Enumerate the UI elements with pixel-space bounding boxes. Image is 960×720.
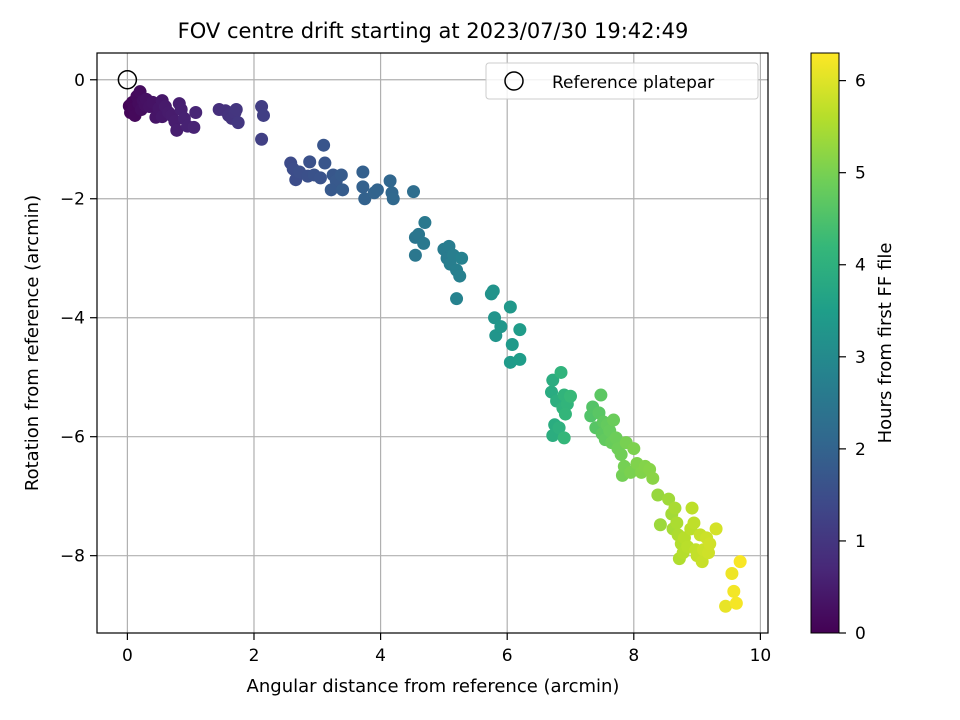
data-point	[668, 501, 682, 515]
data-point	[727, 584, 741, 598]
data-point	[231, 116, 245, 130]
data-point	[187, 120, 201, 134]
y-axis-label: Rotation from reference (arcmin)	[22, 195, 43, 491]
colorbar-tick-label: 6	[855, 72, 866, 92]
y-tick-label: −2	[60, 190, 85, 210]
legend-marker	[504, 71, 524, 91]
data-point	[408, 248, 422, 262]
y-tick-label: 0	[74, 71, 85, 91]
x-tick-label: 0	[122, 646, 133, 666]
plot-grid	[97, 53, 768, 633]
data-point	[646, 471, 660, 485]
data-point	[334, 168, 348, 182]
data-point	[255, 132, 269, 146]
data-point	[703, 537, 717, 551]
data-point	[453, 269, 467, 283]
x-axis-ticks: 0 2 4 6 8 10	[122, 633, 771, 666]
data-point	[685, 501, 699, 515]
x-axis-label: Angular distance from reference (arcmin)	[247, 676, 620, 697]
y-tick-label: −6	[60, 428, 85, 448]
data-point	[609, 431, 623, 445]
data-point	[370, 183, 384, 197]
data-point	[486, 284, 500, 298]
colorbar-bar	[810, 52, 840, 634]
colorbar-tick-label: 1	[855, 532, 866, 552]
data-point	[455, 251, 469, 265]
data-point	[313, 171, 327, 185]
colorbar-tick-label: 0	[855, 624, 866, 644]
x-tick-label: 6	[502, 646, 513, 666]
data-point	[303, 155, 317, 169]
scatter-points	[122, 85, 747, 613]
data-point	[725, 567, 739, 581]
chart-title: FOV centre drift starting at 2023/07/30 …	[178, 19, 689, 43]
data-point	[383, 174, 397, 188]
data-point	[356, 165, 370, 179]
colorbar-tick-label: 2	[855, 440, 866, 460]
data-point	[614, 448, 628, 462]
data-point	[709, 522, 723, 536]
data-point	[651, 488, 665, 502]
x-tick-label: 4	[375, 646, 386, 666]
colorbar: 0 1 2 3 4 5 6 Hours from first FF file	[810, 52, 896, 644]
data-point	[733, 555, 747, 569]
legend-label: Reference platepar	[552, 73, 714, 93]
data-point	[407, 185, 421, 199]
data-point	[594, 388, 608, 402]
data-point	[317, 138, 331, 152]
y-axis-ticks: 0 −2 −4 −6 −8	[60, 71, 97, 567]
x-tick-label: 2	[249, 646, 260, 666]
data-point	[558, 407, 572, 421]
data-point	[336, 183, 350, 197]
data-point	[607, 413, 621, 427]
data-point	[418, 216, 432, 230]
data-point	[256, 108, 270, 122]
data-point	[546, 373, 560, 387]
colorbar-tick-label: 4	[855, 256, 866, 276]
data-point	[189, 105, 203, 119]
data-point	[386, 192, 400, 206]
data-point	[503, 300, 517, 314]
data-point	[229, 103, 243, 117]
data-point	[513, 323, 527, 337]
legend: Reference platepar	[485, 62, 759, 100]
reference-platepar-marker	[117, 70, 138, 90]
data-point	[494, 320, 508, 334]
legend-box	[485, 62, 759, 100]
x-tick-label: 10	[750, 646, 772, 666]
colorbar-tick-label: 3	[855, 348, 866, 368]
data-point	[627, 442, 641, 456]
data-point	[513, 352, 527, 366]
data-point	[670, 516, 684, 530]
data-point	[450, 292, 464, 306]
x-tick-label: 8	[628, 646, 639, 666]
data-point	[170, 123, 184, 137]
data-point	[729, 596, 743, 610]
plot-frame	[96, 52, 769, 634]
y-tick-label: −8	[60, 547, 85, 567]
data-point	[563, 389, 577, 403]
data-point	[358, 192, 372, 206]
data-point	[557, 431, 571, 445]
data-point	[356, 180, 370, 194]
data-point	[318, 156, 332, 170]
data-point	[417, 236, 431, 250]
data-point	[653, 518, 667, 532]
data-point	[687, 516, 701, 530]
colorbar-ticks: 0 1 2 3 4 5 6	[839, 72, 866, 644]
colorbar-tick-label: 5	[855, 164, 866, 184]
data-point	[554, 365, 568, 379]
data-point	[552, 421, 566, 435]
y-tick-label: −4	[60, 309, 85, 329]
data-point	[505, 337, 519, 351]
data-point	[324, 183, 338, 197]
data-point	[719, 599, 733, 613]
colorbar-label: Hours from first FF file	[875, 243, 896, 444]
